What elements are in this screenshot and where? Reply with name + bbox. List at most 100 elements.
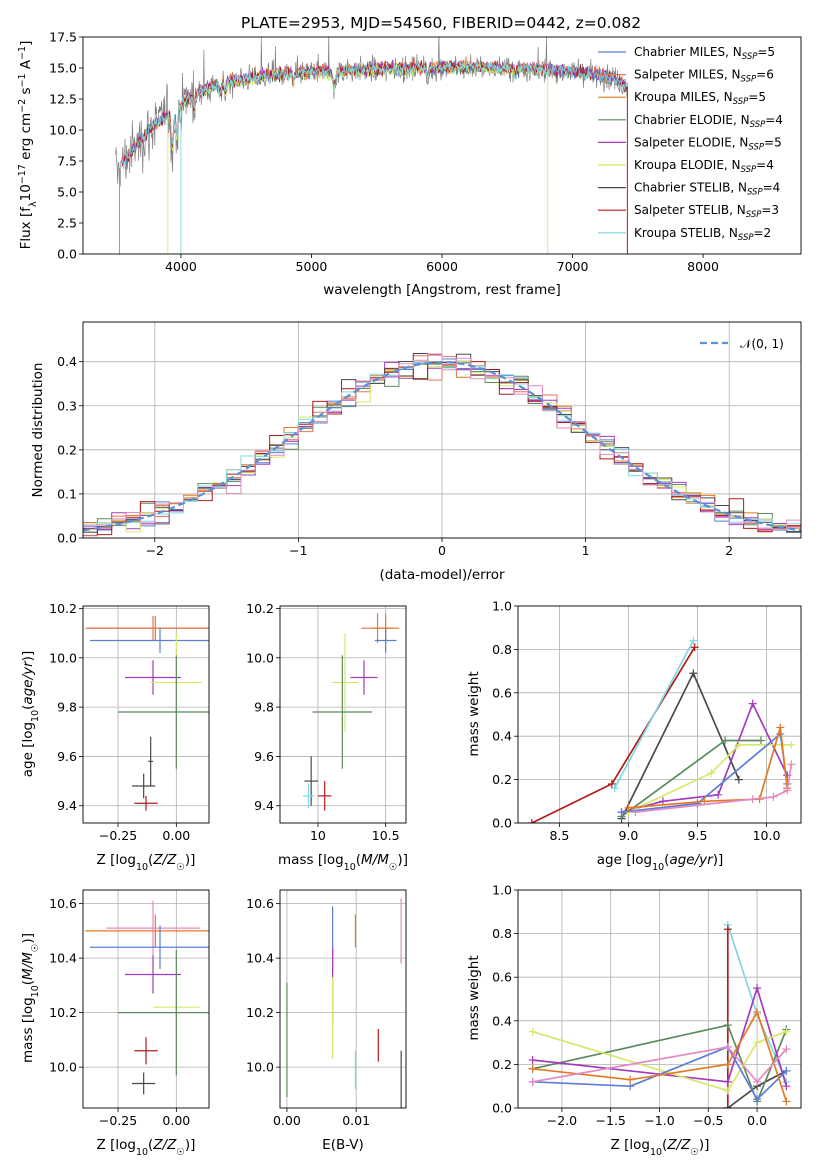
label-part: ( <box>356 852 361 868</box>
label-part: Z [log <box>611 1137 650 1153</box>
plot-area <box>115 37 628 254</box>
x-axis-label: wavelength [Angstrom, rest frame] <box>323 282 561 298</box>
y-tick-label: 0.0 <box>492 1101 512 1116</box>
panel-5: 8.5 9.0 9.5 10.0 0.0 0.2 0.4 0.6 0.8 1.0 age [log1… <box>466 599 802 873</box>
legend-tail: =4 <box>763 181 781 195</box>
y-axis-label: age [log10(age/yr)] <box>20 651 41 777</box>
x-tick-label: 9.5 <box>688 828 708 843</box>
panel-7: 0.00 0.01 10.0 10.2 10.4 10.6 E(B-V) <box>246 889 407 1153</box>
legend-entry: Salpeter MILES, NSSP=6 <box>634 68 774 85</box>
legend-text: Chabrier MILES, N <box>634 45 742 59</box>
x-tick-label: 10.0 <box>753 828 781 843</box>
series-line <box>620 671 740 820</box>
label-part: ( <box>662 1137 667 1153</box>
series-marker <box>734 775 743 784</box>
y-tick-label: 0.4 <box>492 729 512 744</box>
series-marker <box>693 799 702 808</box>
y-tick-label: 9.8 <box>57 700 77 715</box>
x-tick-label: 9.0 <box>618 828 638 843</box>
series-marker <box>528 1077 537 1086</box>
y-tick-label: 9.6 <box>57 749 77 764</box>
legend-tail: =6 <box>756 68 774 82</box>
legend-tail: =4 <box>765 113 783 127</box>
x-tick-label: 0.00 <box>162 828 190 843</box>
series-marker <box>782 1045 791 1054</box>
legend-text: Salpeter STELIB, N <box>634 203 746 217</box>
series-marker <box>528 1056 537 1065</box>
label-part: )] <box>699 1137 710 1153</box>
legend-text: Kroupa MILES, N <box>634 90 733 104</box>
x-axis-label: Z [log10(Z/Z☉)] <box>97 852 196 873</box>
label-part: ( <box>148 1137 153 1153</box>
series-marker <box>769 792 778 801</box>
series-marker <box>783 786 792 795</box>
series-marker <box>723 1086 732 1095</box>
label-part: )] <box>397 852 408 868</box>
plot-area <box>85 900 209 1095</box>
y-tick-label: 9.8 <box>254 700 274 715</box>
x-axis-label: mass [log10(M/M☉)] <box>278 852 408 873</box>
label-part: A <box>18 59 34 73</box>
panel-frame <box>82 605 210 824</box>
series-marker <box>723 1060 732 1069</box>
y-tick-label: 0.8 <box>492 926 512 941</box>
y-tick-label: 10.2 <box>246 1005 274 1020</box>
series-marker <box>748 795 757 804</box>
x-tick-label: −2.0 <box>547 1113 577 1128</box>
y-tick-label: 10.2 <box>246 601 274 616</box>
series-marker <box>610 784 619 793</box>
legend-tail: =4 <box>756 158 774 172</box>
label-part: 10 <box>30 710 41 722</box>
x-tick-label: −0.25 <box>99 1113 137 1128</box>
series-marker <box>723 1042 732 1051</box>
x-tick-label: 10.5 <box>372 828 400 843</box>
y-tick-label: 0.2 <box>492 1057 512 1072</box>
legend-text: Kroupa ELODIE, N <box>634 158 741 172</box>
panel-frame <box>82 889 210 1109</box>
y-tick-label: 10.6 <box>246 896 274 911</box>
legend-tail: =5 <box>748 90 766 104</box>
series-line <box>621 701 788 813</box>
x-tick-label: 0.00 <box>162 1113 190 1128</box>
label-part: Z/Z <box>152 852 177 868</box>
legend-sub: SSP <box>747 188 763 198</box>
y-tick-label: 10.4 <box>246 951 274 966</box>
label-part: erg cm <box>18 113 34 164</box>
panel-8: −2.0 −1.5 −1.0 −0.5 0.0 0.0 0.2 0.4 0.6 0.8 1.0 Z [… <box>466 883 802 1158</box>
series-marker <box>617 808 626 817</box>
plot-area <box>286 898 402 1108</box>
y-tick-label: 0.4 <box>492 1013 512 1028</box>
panel-frame <box>517 605 802 824</box>
legend-entry: Chabrier MILES, NSSP=5 <box>634 45 775 62</box>
label-part: Z/Z <box>152 1137 177 1153</box>
legend-entry: Chabrier STELIB, NSSP=4 <box>634 181 780 198</box>
label-part: 10 <box>30 985 41 997</box>
y-tick-label: 17.5 <box>49 30 77 45</box>
y-tick-label: 10.2 <box>49 1005 77 1020</box>
series-marker <box>753 984 762 993</box>
label-part: λ <box>28 201 39 207</box>
y-tick-label: 7.5 <box>57 154 77 169</box>
y-tick-label: 2.5 <box>57 216 77 231</box>
plot-area <box>303 613 400 811</box>
x-tick-label: −2 <box>146 543 164 558</box>
label-part: Z [log <box>97 1137 136 1153</box>
series-marker <box>753 1008 762 1017</box>
label-part: ☉ <box>176 862 185 873</box>
y-tick-label: 10.0 <box>246 650 274 665</box>
series-marker <box>787 760 796 769</box>
legend-text: Salpeter ELODIE, N <box>634 135 748 149</box>
x-tick-label: 8000 <box>687 259 719 274</box>
y-tick-label: 12.5 <box>49 92 77 107</box>
series-marker <box>753 1095 762 1104</box>
label-part: Z [log <box>97 852 136 868</box>
y-tick-label: 10.0 <box>246 1060 274 1075</box>
series-marker <box>776 723 785 732</box>
legend-entry: 𝒩(0, 1) <box>740 337 784 351</box>
series-marker <box>721 736 730 745</box>
label-part: )] <box>185 1137 196 1153</box>
series-line <box>532 1030 787 1092</box>
x-tick-label: 0.00 <box>273 1113 301 1128</box>
label-part: ( <box>20 705 36 710</box>
